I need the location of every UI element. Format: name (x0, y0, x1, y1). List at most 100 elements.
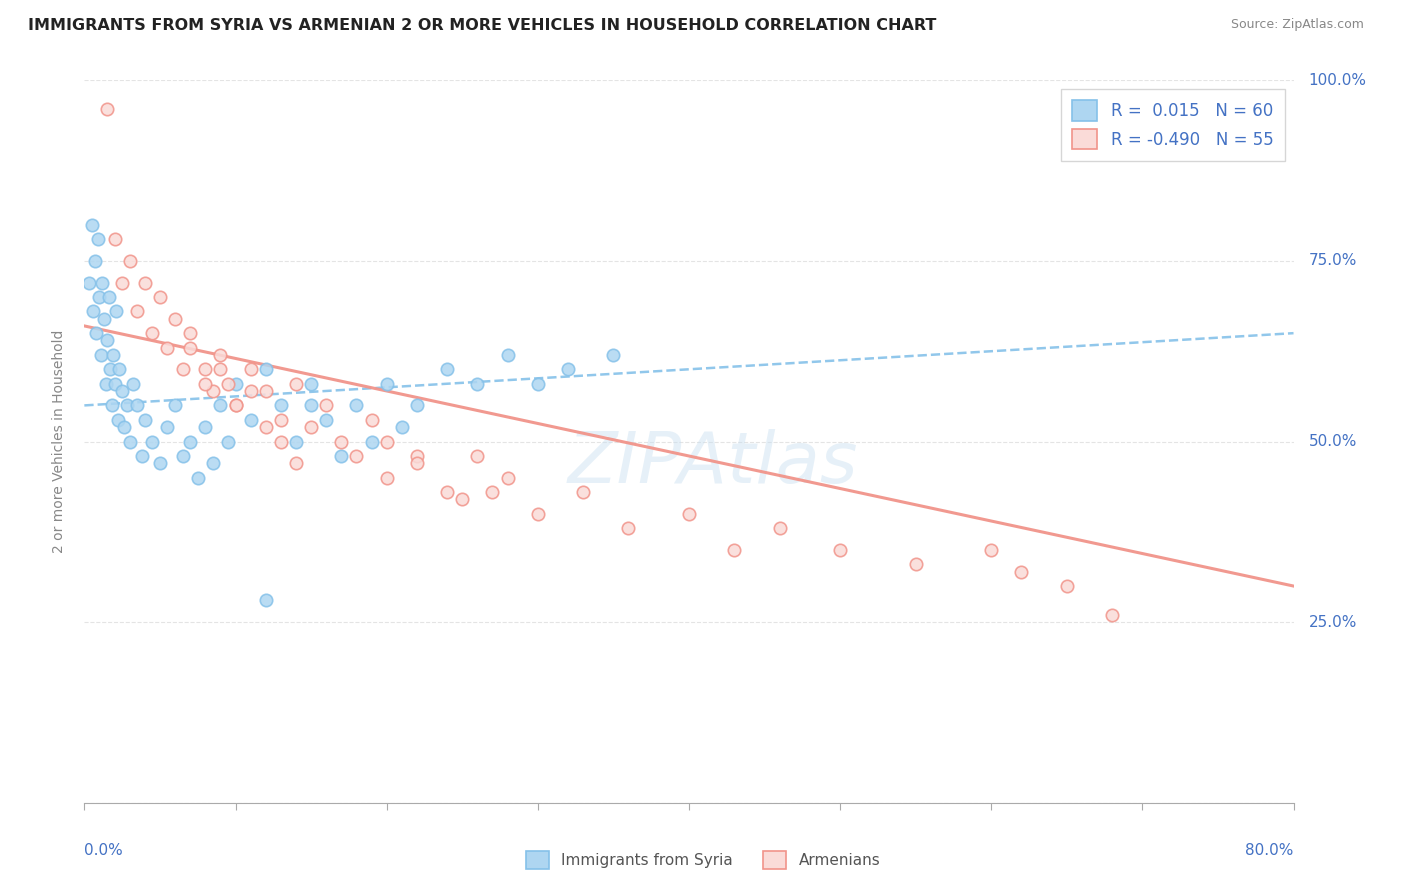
Legend: R =  0.015   N = 60, R = -0.490   N = 55: R = 0.015 N = 60, R = -0.490 N = 55 (1060, 88, 1285, 161)
Point (769, 521, 792, 535)
Point (127, 398, 149, 412)
Point (209, 398, 232, 412)
Point (134, 413, 156, 427)
Point (82, 304, 104, 318)
Point (165, 311, 187, 326)
Text: ZIPAtlas: ZIPAtlas (568, 429, 859, 498)
Point (98, 362, 121, 376)
Point (225, 398, 247, 412)
Point (406, 398, 429, 412)
Point (678, 507, 700, 521)
Point (91, 276, 114, 290)
Point (904, 558, 927, 572)
Point (436, 485, 458, 500)
Point (254, 384, 277, 398)
Point (299, 420, 322, 434)
Point (217, 434, 239, 449)
Point (101, 348, 124, 362)
Point (179, 341, 201, 355)
Point (104, 232, 127, 246)
Point (375, 471, 398, 485)
Point (187, 471, 209, 485)
Point (172, 362, 194, 376)
Point (179, 326, 201, 341)
Point (84, 253, 107, 268)
Point (254, 593, 277, 607)
Point (436, 362, 458, 376)
Point (108, 362, 131, 376)
Point (209, 362, 232, 376)
Point (141, 326, 163, 341)
Point (467, 449, 489, 463)
Point (299, 376, 322, 391)
Point (285, 456, 308, 470)
Point (527, 376, 550, 391)
Point (115, 398, 138, 412)
Point (572, 485, 595, 500)
Point (723, 542, 745, 557)
Point (346, 449, 368, 463)
Point (131, 449, 153, 463)
Point (330, 434, 353, 449)
Point (80, 218, 103, 232)
Point (602, 348, 624, 362)
Text: 75.0%: 75.0% (1309, 253, 1357, 268)
Point (225, 376, 247, 391)
Point (107, 413, 129, 427)
Point (112, 420, 135, 434)
Point (557, 362, 579, 376)
Point (360, 434, 382, 449)
Point (141, 434, 163, 449)
Point (830, 542, 852, 557)
Text: IMMIGRANTS FROM SYRIA VS ARMENIAN 2 OR MORE VEHICLES IN HOUSEHOLD CORRELATION CH: IMMIGRANTS FROM SYRIA VS ARMENIAN 2 OR M… (28, 18, 936, 33)
Point (127, 304, 149, 318)
Point (406, 449, 429, 463)
Point (496, 471, 519, 485)
Point (330, 449, 353, 463)
Point (270, 413, 292, 427)
Point (118, 434, 141, 449)
Text: 25.0%: 25.0% (1309, 615, 1357, 630)
Point (315, 398, 337, 412)
Point (285, 376, 308, 391)
Point (194, 376, 217, 391)
Point (90, 348, 112, 362)
Point (121, 376, 143, 391)
Point (299, 398, 322, 412)
Point (360, 413, 382, 427)
Point (118, 253, 141, 268)
Point (96, 102, 118, 116)
Point (1011, 565, 1033, 579)
Point (467, 376, 489, 391)
Point (270, 434, 292, 449)
Point (239, 384, 262, 398)
Point (1056, 579, 1078, 593)
Point (315, 413, 337, 427)
Point (285, 434, 308, 449)
Point (149, 290, 172, 304)
Point (97, 290, 120, 304)
Point (1101, 607, 1123, 622)
Point (346, 398, 368, 412)
Legend: Immigrants from Syria, Armenians: Immigrants from Syria, Armenians (520, 845, 886, 875)
Point (96, 334, 118, 348)
Point (270, 398, 292, 412)
Point (172, 449, 194, 463)
Point (496, 348, 519, 362)
Point (194, 420, 217, 434)
Point (375, 376, 398, 391)
Point (451, 492, 474, 507)
Point (194, 362, 217, 376)
Point (86, 326, 108, 341)
Point (239, 362, 262, 376)
Point (77, 276, 100, 290)
Point (617, 521, 640, 535)
Point (209, 348, 232, 362)
Point (254, 362, 277, 376)
Text: 50.0%: 50.0% (1309, 434, 1357, 449)
Point (239, 413, 262, 427)
Point (980, 542, 1002, 557)
Point (104, 376, 127, 391)
Point (94, 376, 117, 391)
Point (111, 276, 134, 290)
